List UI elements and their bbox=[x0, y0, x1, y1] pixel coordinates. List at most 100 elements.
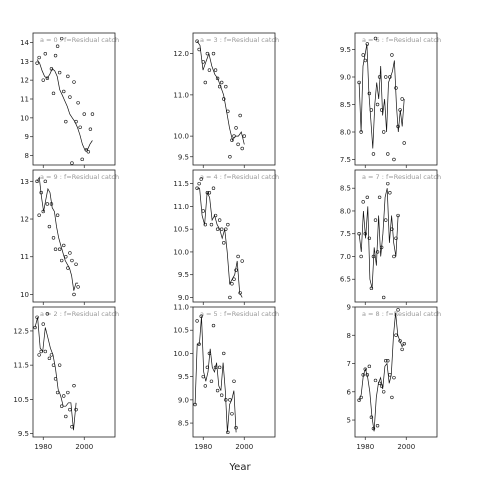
observed-point bbox=[367, 236, 372, 240]
observed-point bbox=[230, 282, 234, 286]
observed-point bbox=[55, 390, 60, 395]
observed-point bbox=[195, 39, 199, 43]
observed-point bbox=[53, 377, 58, 381]
observed-point bbox=[390, 53, 394, 57]
observed-point bbox=[228, 295, 232, 300]
observed-point bbox=[386, 181, 390, 186]
observed-point bbox=[222, 351, 226, 356]
observed-point bbox=[373, 378, 378, 383]
y-tick-label: 7.5 bbox=[340, 230, 351, 238]
y-tick-label: 13 bbox=[20, 58, 29, 66]
observed-point bbox=[207, 351, 212, 356]
observed-point bbox=[47, 224, 52, 229]
x-tick-label: 2000 bbox=[397, 443, 415, 451]
y-tick-label: 10.5 bbox=[173, 226, 189, 234]
y-tick-label: 5 bbox=[347, 417, 351, 425]
observed-point bbox=[371, 426, 376, 431]
observed-point bbox=[236, 142, 240, 147]
y-tick-label: 6.5 bbox=[340, 276, 351, 284]
observed-point bbox=[57, 70, 62, 75]
observed-point bbox=[363, 232, 367, 236]
panel-title: a = 4 : f=Residual catch bbox=[200, 173, 279, 181]
observed-point bbox=[43, 179, 47, 184]
y-tick-label: 10.0 bbox=[173, 133, 189, 141]
observed-point bbox=[373, 218, 378, 222]
observed-point bbox=[394, 333, 398, 337]
observed-point bbox=[375, 102, 380, 107]
panel-4: a = 4 : f=Residual catch 9.0 9.5 10.0 10.5 11… bbox=[173, 169, 279, 305]
observed-point bbox=[72, 383, 76, 388]
observed-point bbox=[207, 191, 212, 195]
observed-point bbox=[68, 251, 72, 255]
y-tick-label: 7.5 bbox=[340, 156, 351, 164]
observed-point bbox=[230, 138, 234, 142]
observed-point bbox=[66, 74, 70, 79]
x-tick-label: 1980 bbox=[194, 443, 212, 451]
observed-point bbox=[226, 430, 230, 435]
y-tick-label: 9.0 bbox=[178, 396, 189, 404]
observed-point bbox=[51, 363, 56, 367]
y-tick-label: 11.0 bbox=[173, 91, 189, 99]
y-tick-label: 9.5 bbox=[178, 271, 189, 279]
observed-point bbox=[205, 191, 210, 195]
observed-point bbox=[388, 75, 392, 79]
observed-point bbox=[234, 126, 238, 130]
observed-point bbox=[62, 89, 66, 94]
observed-point bbox=[217, 218, 222, 222]
y-tick-label: 9 bbox=[25, 133, 29, 141]
observed-point bbox=[363, 367, 367, 371]
x-tick-label: 1980 bbox=[34, 443, 52, 451]
panel-2: a = 6 : f=Residual catch 7.5 8.0 8.5 9.0 9.5 bbox=[340, 32, 441, 168]
panel-title: a = 3 : f=Residual catch bbox=[200, 36, 279, 44]
observed-point bbox=[197, 181, 201, 186]
observed-point bbox=[201, 60, 205, 64]
observed-point bbox=[367, 364, 372, 369]
observed-point bbox=[195, 186, 199, 190]
y-tick-label: 8 bbox=[25, 152, 29, 160]
observed-point bbox=[217, 365, 222, 370]
panel-frame bbox=[32, 32, 116, 166]
observed-point bbox=[205, 51, 210, 56]
observed-point bbox=[35, 179, 39, 184]
observed-point bbox=[66, 390, 70, 395]
observed-point bbox=[379, 245, 384, 250]
observed-point bbox=[390, 227, 394, 231]
y-tick-label: 13 bbox=[20, 178, 29, 186]
observed-point bbox=[201, 374, 205, 379]
panel-5: a = 7 : f=Residual catch 6.5 7.0 7.5 8.0 8.5 bbox=[340, 169, 441, 305]
panel-3: a = 9 : f=Residual catch 10 11 12 13 bbox=[20, 169, 119, 305]
observed-point bbox=[228, 155, 232, 159]
observed-point bbox=[59, 36, 64, 41]
observed-point bbox=[384, 218, 388, 222]
observed-point bbox=[49, 202, 54, 206]
observed-point bbox=[203, 384, 208, 388]
observed-point bbox=[224, 227, 228, 231]
observed-point bbox=[201, 209, 205, 213]
observed-point bbox=[359, 254, 363, 259]
observed-point bbox=[394, 86, 398, 90]
observed-point bbox=[35, 61, 39, 65]
observed-point bbox=[62, 243, 66, 248]
observed-point bbox=[211, 323, 216, 328]
observed-point bbox=[357, 232, 361, 236]
observed-point bbox=[55, 213, 60, 217]
observed-point bbox=[37, 353, 41, 357]
observed-point bbox=[39, 349, 43, 354]
y-tick-label: 8.5 bbox=[340, 101, 351, 109]
observed-point bbox=[232, 277, 236, 281]
observed-point bbox=[53, 247, 58, 251]
observed-point bbox=[234, 426, 238, 430]
y-tick-label: 6 bbox=[347, 388, 352, 396]
observed-point bbox=[224, 398, 228, 402]
observed-point bbox=[215, 76, 220, 81]
panel-frame bbox=[354, 32, 438, 166]
observed-point bbox=[386, 152, 390, 156]
observed-point bbox=[371, 254, 376, 259]
panel-title: a = 2 : f=Residual catch bbox=[40, 310, 119, 318]
observed-point bbox=[217, 84, 222, 89]
observed-point bbox=[49, 353, 54, 357]
observed-point bbox=[365, 373, 369, 377]
observed-point bbox=[213, 365, 218, 370]
panel-title: a = 0 : f=Residual catch bbox=[40, 36, 119, 44]
